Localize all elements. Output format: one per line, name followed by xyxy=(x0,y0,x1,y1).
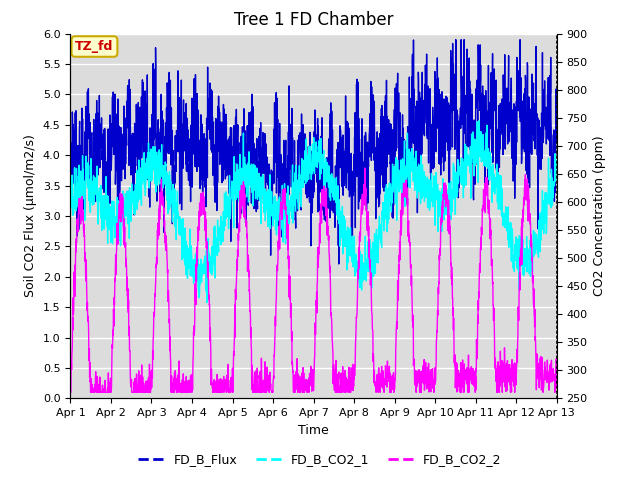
Text: TZ_fd: TZ_fd xyxy=(76,40,114,53)
Title: Tree 1 FD Chamber: Tree 1 FD Chamber xyxy=(234,11,394,29)
Y-axis label: CO2 Concentration (ppm): CO2 Concentration (ppm) xyxy=(593,136,606,296)
X-axis label: Time: Time xyxy=(298,424,329,437)
Y-axis label: Soil CO2 Flux (μmol/m2/s): Soil CO2 Flux (μmol/m2/s) xyxy=(24,134,37,298)
Legend: FD_B_Flux, FD_B_CO2_1, FD_B_CO2_2: FD_B_Flux, FD_B_CO2_1, FD_B_CO2_2 xyxy=(133,448,507,471)
